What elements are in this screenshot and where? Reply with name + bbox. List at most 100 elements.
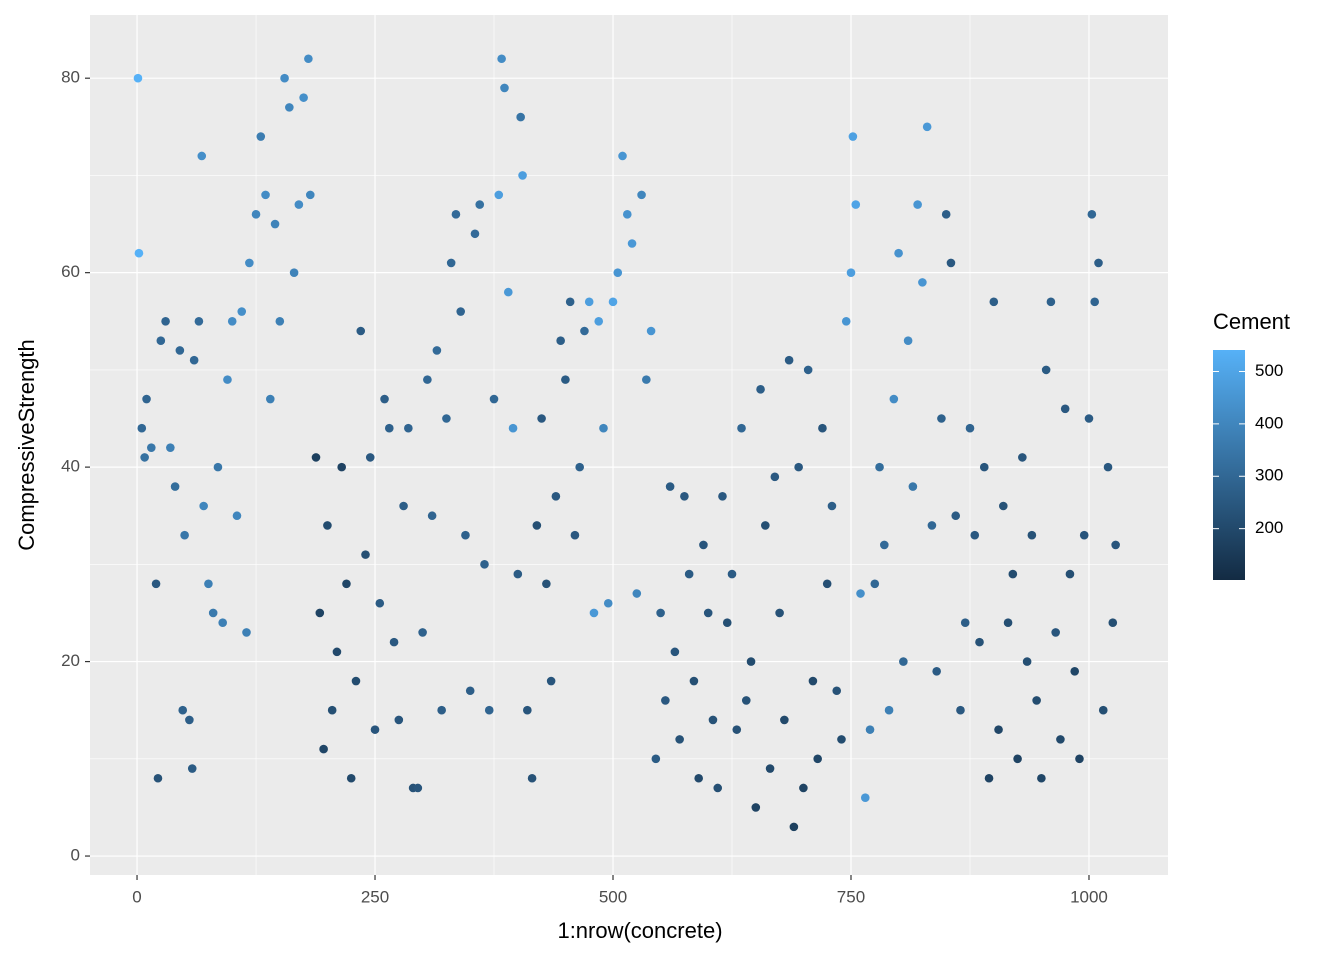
point	[133, 73, 143, 83]
point	[889, 394, 899, 404]
point	[299, 93, 308, 102]
point	[237, 307, 247, 316]
point	[927, 521, 937, 530]
point	[675, 735, 684, 744]
point	[1098, 705, 1108, 715]
point	[1027, 530, 1037, 540]
point	[970, 530, 980, 540]
point	[484, 705, 494, 715]
point	[261, 190, 270, 200]
point	[142, 394, 151, 404]
point	[346, 773, 356, 783]
point	[137, 423, 147, 433]
point	[503, 287, 513, 297]
point	[442, 414, 451, 423]
point	[813, 754, 822, 764]
point	[799, 783, 808, 793]
point	[608, 297, 618, 307]
point	[775, 608, 784, 618]
point	[646, 326, 656, 336]
point	[404, 423, 413, 433]
point	[603, 598, 613, 608]
point	[713, 783, 723, 793]
point	[494, 190, 504, 200]
point	[870, 579, 880, 589]
point	[280, 73, 289, 83]
point	[527, 773, 537, 783]
point	[803, 365, 813, 375]
point	[960, 618, 970, 627]
point	[1032, 696, 1041, 705]
point	[632, 589, 642, 598]
point	[551, 491, 561, 501]
point	[516, 112, 525, 122]
point	[275, 316, 285, 326]
point	[737, 423, 746, 433]
point	[319, 744, 328, 754]
point	[305, 190, 315, 200]
point	[908, 482, 918, 491]
legend-title: Cement	[1213, 309, 1290, 334]
point	[432, 346, 442, 355]
point	[170, 482, 180, 491]
point	[703, 608, 713, 618]
point	[351, 676, 361, 686]
point	[727, 569, 737, 579]
point	[166, 443, 175, 452]
x-tick-label: 500	[599, 887, 627, 906]
point	[294, 200, 304, 209]
point	[622, 210, 632, 219]
point	[865, 725, 875, 734]
point	[880, 540, 889, 550]
point	[780, 715, 789, 725]
point	[570, 530, 580, 540]
point	[413, 783, 423, 793]
point	[513, 569, 523, 579]
point	[270, 219, 280, 229]
point	[1013, 754, 1022, 764]
point	[251, 210, 261, 219]
point	[1046, 297, 1056, 307]
point	[761, 521, 770, 530]
point	[618, 151, 627, 161]
point	[670, 647, 680, 657]
point	[480, 560, 489, 569]
point	[370, 725, 380, 734]
point	[500, 83, 509, 93]
point	[561, 375, 570, 384]
point	[1022, 657, 1032, 666]
point	[708, 715, 718, 725]
x-tick-label: 1000	[1070, 887, 1108, 906]
point	[599, 423, 608, 433]
point	[1041, 365, 1051, 375]
point	[475, 200, 485, 209]
point	[1111, 540, 1120, 550]
y-tick-label: 40	[61, 457, 80, 476]
point	[718, 491, 727, 501]
point	[194, 316, 204, 326]
point	[140, 453, 149, 462]
point	[394, 715, 404, 725]
point	[497, 54, 506, 64]
point	[699, 540, 708, 550]
point	[946, 258, 956, 268]
point	[741, 696, 751, 705]
point	[537, 414, 546, 423]
point	[151, 579, 161, 589]
point	[1087, 210, 1097, 219]
point	[518, 171, 527, 180]
point	[542, 579, 551, 589]
point	[999, 501, 1008, 511]
point	[365, 453, 375, 462]
point	[989, 297, 999, 307]
point	[956, 705, 965, 715]
colorbar-label: 400	[1255, 413, 1283, 432]
point	[1070, 667, 1080, 676]
point	[208, 608, 218, 618]
point	[913, 200, 922, 209]
point	[189, 355, 199, 365]
point	[1018, 453, 1027, 462]
y-tick-label: 20	[61, 651, 80, 670]
point	[1079, 530, 1089, 540]
